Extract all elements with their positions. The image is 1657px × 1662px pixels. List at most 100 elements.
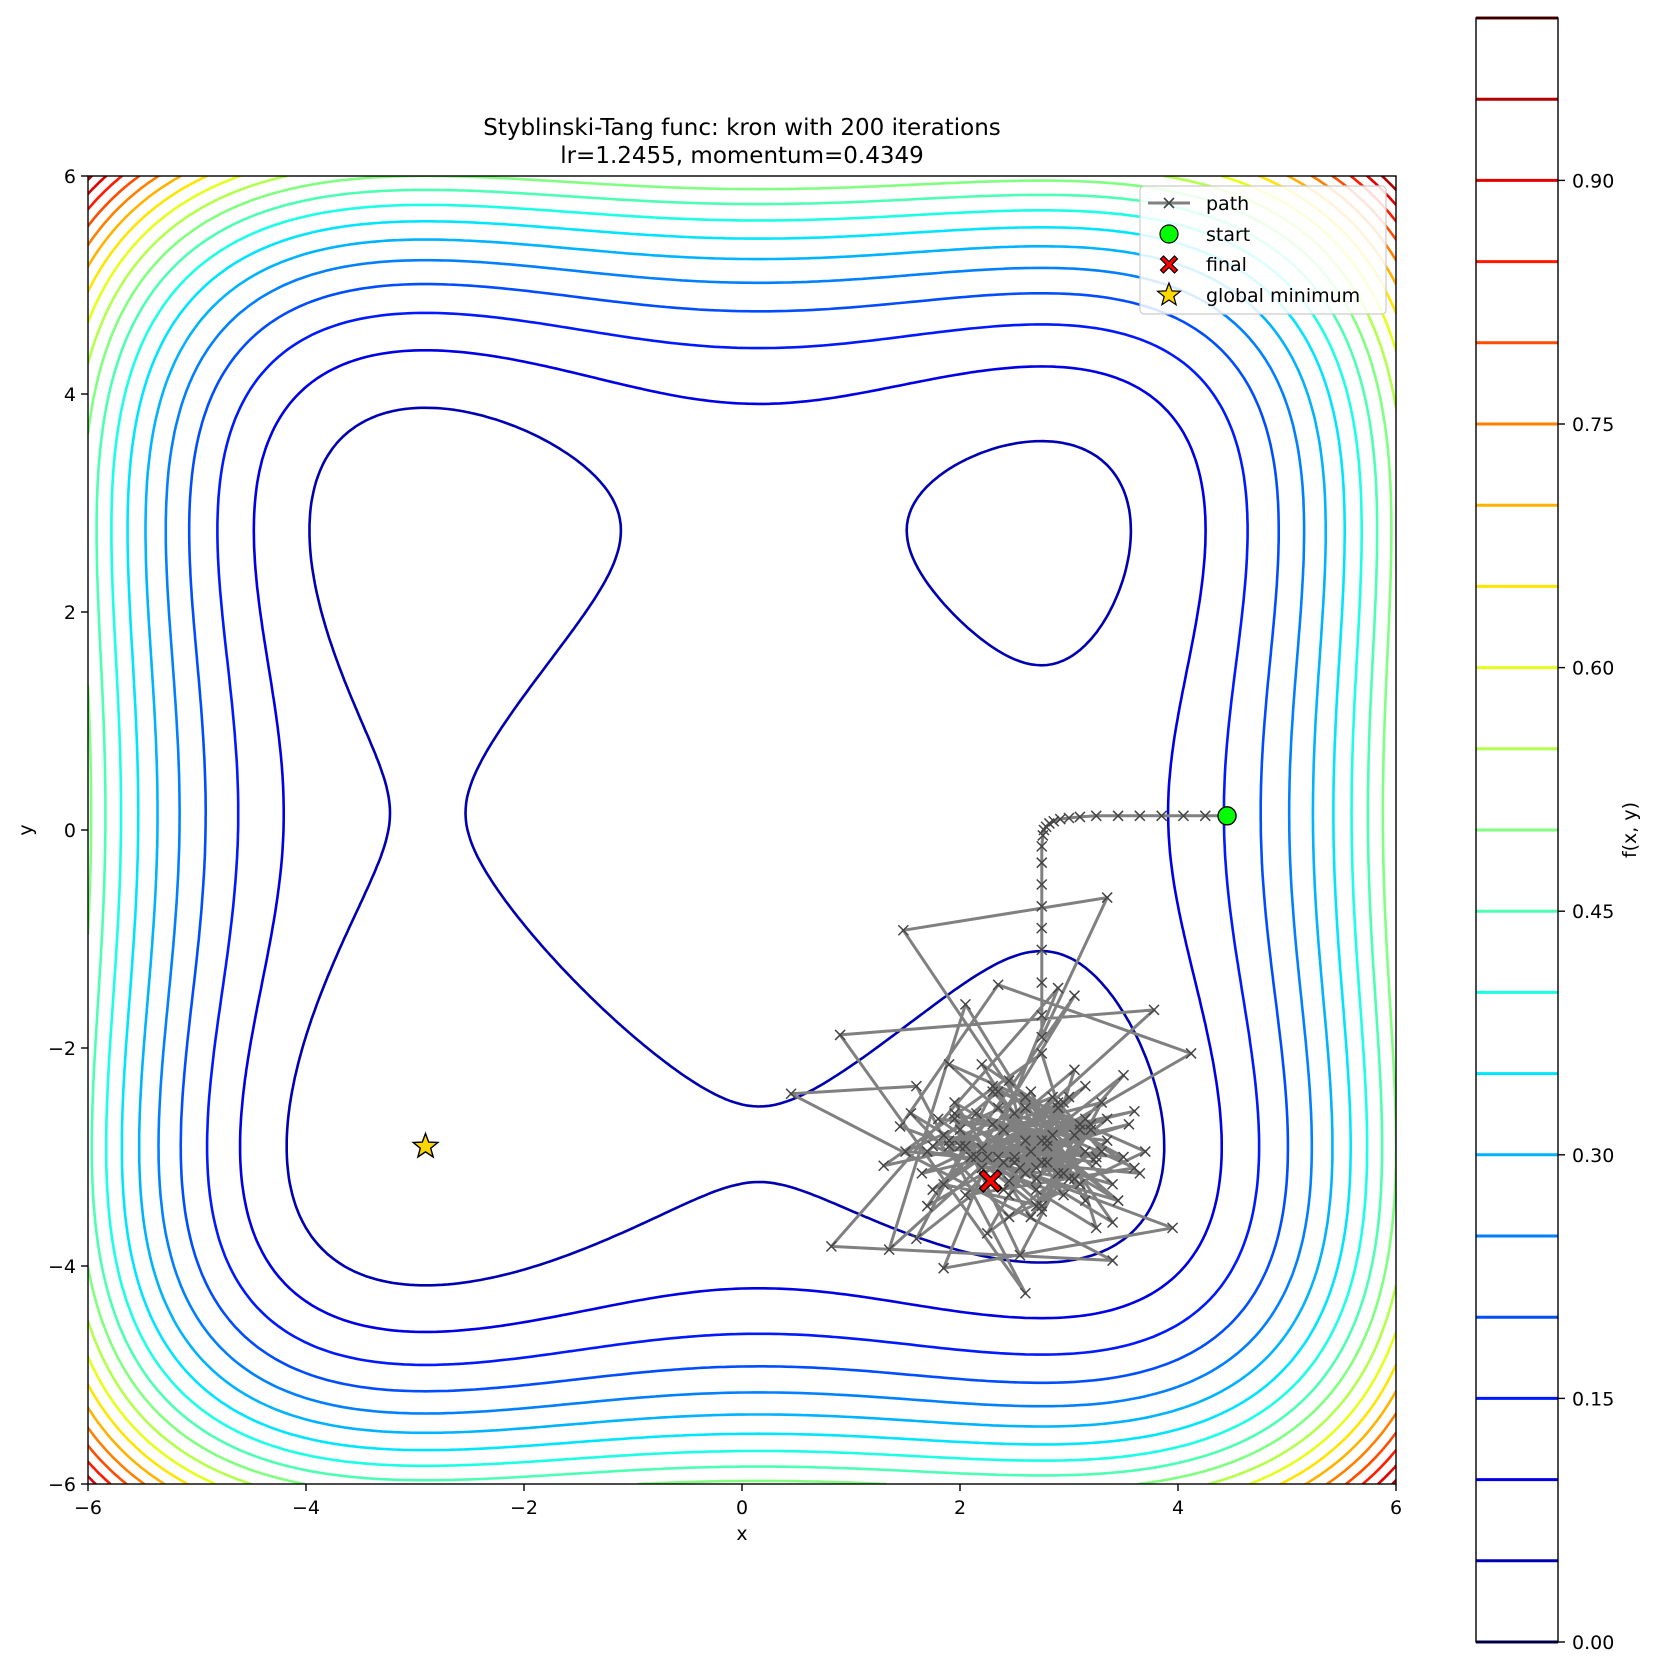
y-tick-label: −4: [48, 1256, 76, 1278]
path-point: [954, 1140, 966, 1152]
path-point: [921, 1146, 933, 1158]
y-tick-label: −2: [48, 1038, 76, 1060]
path-point: [981, 1151, 993, 1163]
path-point: [959, 998, 971, 1010]
path-point: [959, 1189, 971, 1201]
path-point: [1058, 1096, 1070, 1109]
path-point: [1036, 944, 1048, 956]
path-point: [943, 1140, 955, 1152]
path-point: [1148, 1004, 1160, 1016]
x-tick-label: −4: [292, 1497, 320, 1519]
path-point: [976, 1058, 988, 1070]
path-point: [1041, 1156, 1053, 1168]
path-point: [897, 924, 909, 936]
path-point: [1037, 829, 1049, 841]
colorbar-tick-label: 0.00: [1572, 1632, 1614, 1654]
path-point: [1090, 1151, 1102, 1163]
contour-level-19: [88, 176, 1396, 1484]
path-point: [910, 1233, 922, 1245]
path-point: [1134, 810, 1146, 822]
path-point: [992, 1151, 1004, 1163]
path-point: [1003, 1175, 1015, 1187]
path-point: [1030, 1184, 1042, 1196]
path-point: [1041, 1140, 1053, 1152]
path-point: [992, 1102, 1004, 1114]
legend-star-icon: [1155, 281, 1183, 307]
contour-level-16: [88, 176, 1396, 1484]
contour-level-2: [238, 349, 1223, 1334]
path-point: [1107, 1216, 1119, 1228]
path-point: [1019, 1287, 1031, 1299]
path-point: [1068, 1173, 1080, 1185]
x-tick-label: 0: [736, 1497, 748, 1519]
colorbar-tick-label: 0.90: [1572, 170, 1614, 192]
path-point: [1068, 990, 1080, 1002]
path-point: [1008, 1151, 1021, 1163]
path-point: [1019, 1102, 1031, 1114]
path-point: [1177, 810, 1189, 822]
path-point: [899, 1146, 912, 1158]
path-point: [987, 1080, 999, 1092]
y-tick-label: 6: [64, 166, 76, 188]
legend-box: [1139, 185, 1387, 315]
legend-final-x-icon: [1159, 255, 1179, 274]
path-point: [1036, 1047, 1048, 1059]
y-tick-label: 4: [64, 384, 76, 406]
x-tick-label: 2: [954, 1497, 966, 1519]
path-point: [1107, 1178, 1119, 1190]
path-point: [1030, 1173, 1042, 1185]
path-point: [1199, 810, 1211, 822]
path-point: [987, 1086, 999, 1098]
path-point: [1107, 1255, 1119, 1267]
legend-path-x-icon: [1163, 197, 1175, 209]
path-point: [834, 1029, 846, 1041]
path-point: [1047, 1129, 1059, 1141]
path-point: [1085, 1118, 1097, 1130]
plot-background: [88, 176, 1396, 1484]
path-point: [1090, 810, 1102, 822]
legend-entry-final: final: [1159, 254, 1247, 276]
path-point: [1068, 1064, 1080, 1076]
contour-level-8: [104, 203, 1369, 1468]
y-axis: −6 −4 −2 0 2 4 6: [48, 166, 88, 1496]
path-point: [1079, 1146, 1091, 1158]
final-point: [978, 1169, 1003, 1193]
path-point: [954, 1124, 966, 1136]
y-tick-label: 2: [64, 602, 76, 624]
path-point: [1008, 1156, 1021, 1168]
path-point: [878, 1160, 890, 1172]
colorbar-ticks: 0.00 0.15 0.30 0.45 0.60 0.75 0.90: [1558, 170, 1614, 1654]
x-tick-label: 4: [1172, 1497, 1184, 1519]
path-point: [1036, 878, 1048, 891]
colorbar-tick-label: 0.60: [1572, 658, 1614, 680]
path-point: [1040, 821, 1052, 833]
path-point: [1008, 1107, 1021, 1119]
path-point: [1112, 810, 1124, 822]
path-point: [1052, 982, 1064, 994]
path-point: [992, 979, 1004, 991]
path-point: [1025, 1146, 1037, 1158]
path-point: [1112, 1195, 1124, 1207]
path-point: [1079, 1195, 1091, 1207]
chart-title-line-1: Styblinski-Tang func: kron with 200 iter…: [483, 115, 1001, 141]
path-point: [927, 1184, 939, 1196]
path-point: [1052, 1167, 1064, 1179]
start-point: [1217, 806, 1237, 826]
path-point: [1036, 857, 1048, 869]
optimizer-path: [785, 810, 1233, 1299]
colorbar: 0.00 0.15 0.30 0.45 0.60 0.75 0.90 f(x, y): [1475, 16, 1641, 1654]
legend: path start final global minimum: [1139, 185, 1387, 315]
path-point: [1185, 1047, 1197, 1059]
path-point: [1019, 1135, 1031, 1147]
path-point: [1090, 1222, 1102, 1234]
path-point: [894, 1120, 906, 1133]
path-point: [1101, 892, 1113, 904]
legend-entry-start: start: [1159, 224, 1250, 246]
path-point: [970, 1107, 982, 1119]
path-point: [1085, 1124, 1097, 1136]
path-point: [943, 1058, 955, 1070]
path-point: [1167, 1222, 1179, 1234]
chart-title-line-2: lr=1.2455, momentum=0.4349: [560, 143, 924, 169]
path-point: [938, 1262, 950, 1274]
